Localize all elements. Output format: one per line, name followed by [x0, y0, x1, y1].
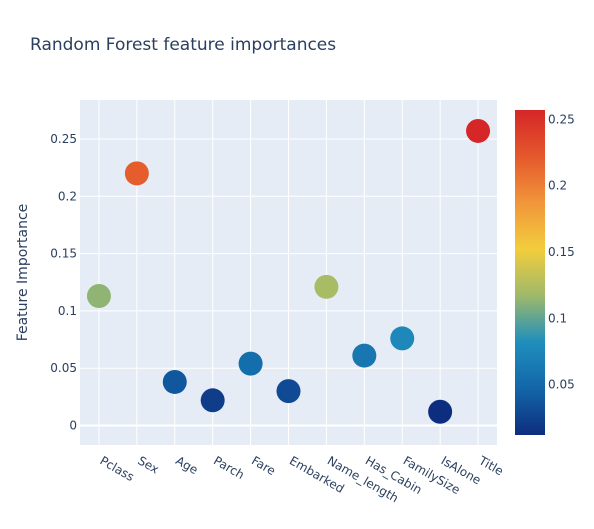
- colorbar-tick-label: 0.25: [548, 112, 575, 126]
- y-tick-label: 0.05: [50, 361, 77, 375]
- x-tick-label: Sex: [135, 453, 161, 476]
- y-tick-label: 0.15: [50, 247, 77, 261]
- data-point: [238, 351, 263, 376]
- chart-title: Random Forest feature importances: [30, 35, 336, 55]
- y-tick-label: 0: [69, 419, 77, 433]
- data-point: [352, 343, 377, 368]
- colorbar-tick-label: 0.15: [548, 245, 575, 259]
- data-point: [428, 399, 453, 424]
- y-tick-label: 0.25: [50, 132, 77, 146]
- x-tick-label: Fare: [249, 453, 278, 478]
- x-tick-label: Age: [173, 453, 200, 477]
- x-tick-label: Pclass: [97, 453, 136, 484]
- y-axis-title: Feature Importance: [15, 204, 31, 342]
- data-point: [276, 379, 301, 404]
- y-tick-label: 0.1: [58, 304, 77, 318]
- data-point: [390, 326, 415, 351]
- data-point: [124, 161, 149, 186]
- y-tick-label: 0.2: [58, 189, 77, 203]
- data-point: [162, 369, 187, 394]
- x-tick-label: Parch: [211, 453, 247, 482]
- data-point: [86, 283, 111, 308]
- data-point: [314, 274, 339, 299]
- colorbar-tick-label: 0.05: [548, 378, 575, 392]
- colorbar-tick-label: 0.2: [548, 179, 567, 193]
- data-point: [200, 388, 225, 413]
- colorbar: [515, 110, 545, 435]
- data-point: [466, 118, 491, 143]
- colorbar-tick-label: 0.1: [548, 311, 567, 325]
